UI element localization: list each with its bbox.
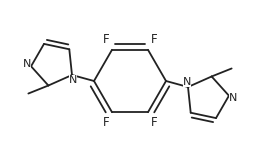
Text: N: N bbox=[183, 77, 191, 87]
Text: N: N bbox=[23, 59, 31, 69]
Text: F: F bbox=[151, 116, 157, 129]
Text: F: F bbox=[151, 33, 157, 46]
Text: N: N bbox=[69, 75, 77, 85]
Text: F: F bbox=[103, 116, 109, 129]
Text: N: N bbox=[229, 93, 237, 103]
Text: F: F bbox=[103, 33, 109, 46]
